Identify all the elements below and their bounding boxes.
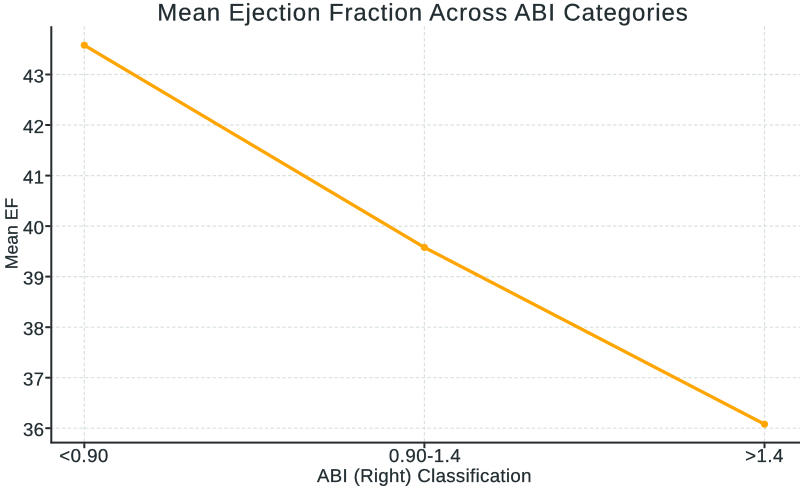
svg-text:41: 41 bbox=[23, 166, 44, 187]
svg-text:37: 37 bbox=[23, 369, 44, 390]
svg-text:39: 39 bbox=[23, 267, 44, 288]
svg-text:Mean Ejection Fraction Across: Mean Ejection Fraction Across ABI Catego… bbox=[157, 0, 688, 27]
svg-text:0.90-1.4: 0.90-1.4 bbox=[389, 445, 461, 466]
svg-text:<0.90: <0.90 bbox=[59, 445, 109, 466]
svg-text:42: 42 bbox=[23, 116, 44, 137]
svg-text:ABI (Right) Classification: ABI (Right) Classification bbox=[317, 465, 532, 486]
svg-text:Mean EF: Mean EF bbox=[2, 198, 22, 270]
svg-text:>1.4: >1.4 bbox=[745, 445, 784, 466]
svg-text:38: 38 bbox=[23, 318, 44, 339]
svg-text:40: 40 bbox=[23, 217, 44, 238]
svg-text:43: 43 bbox=[23, 65, 44, 86]
svg-text:36: 36 bbox=[23, 419, 44, 440]
